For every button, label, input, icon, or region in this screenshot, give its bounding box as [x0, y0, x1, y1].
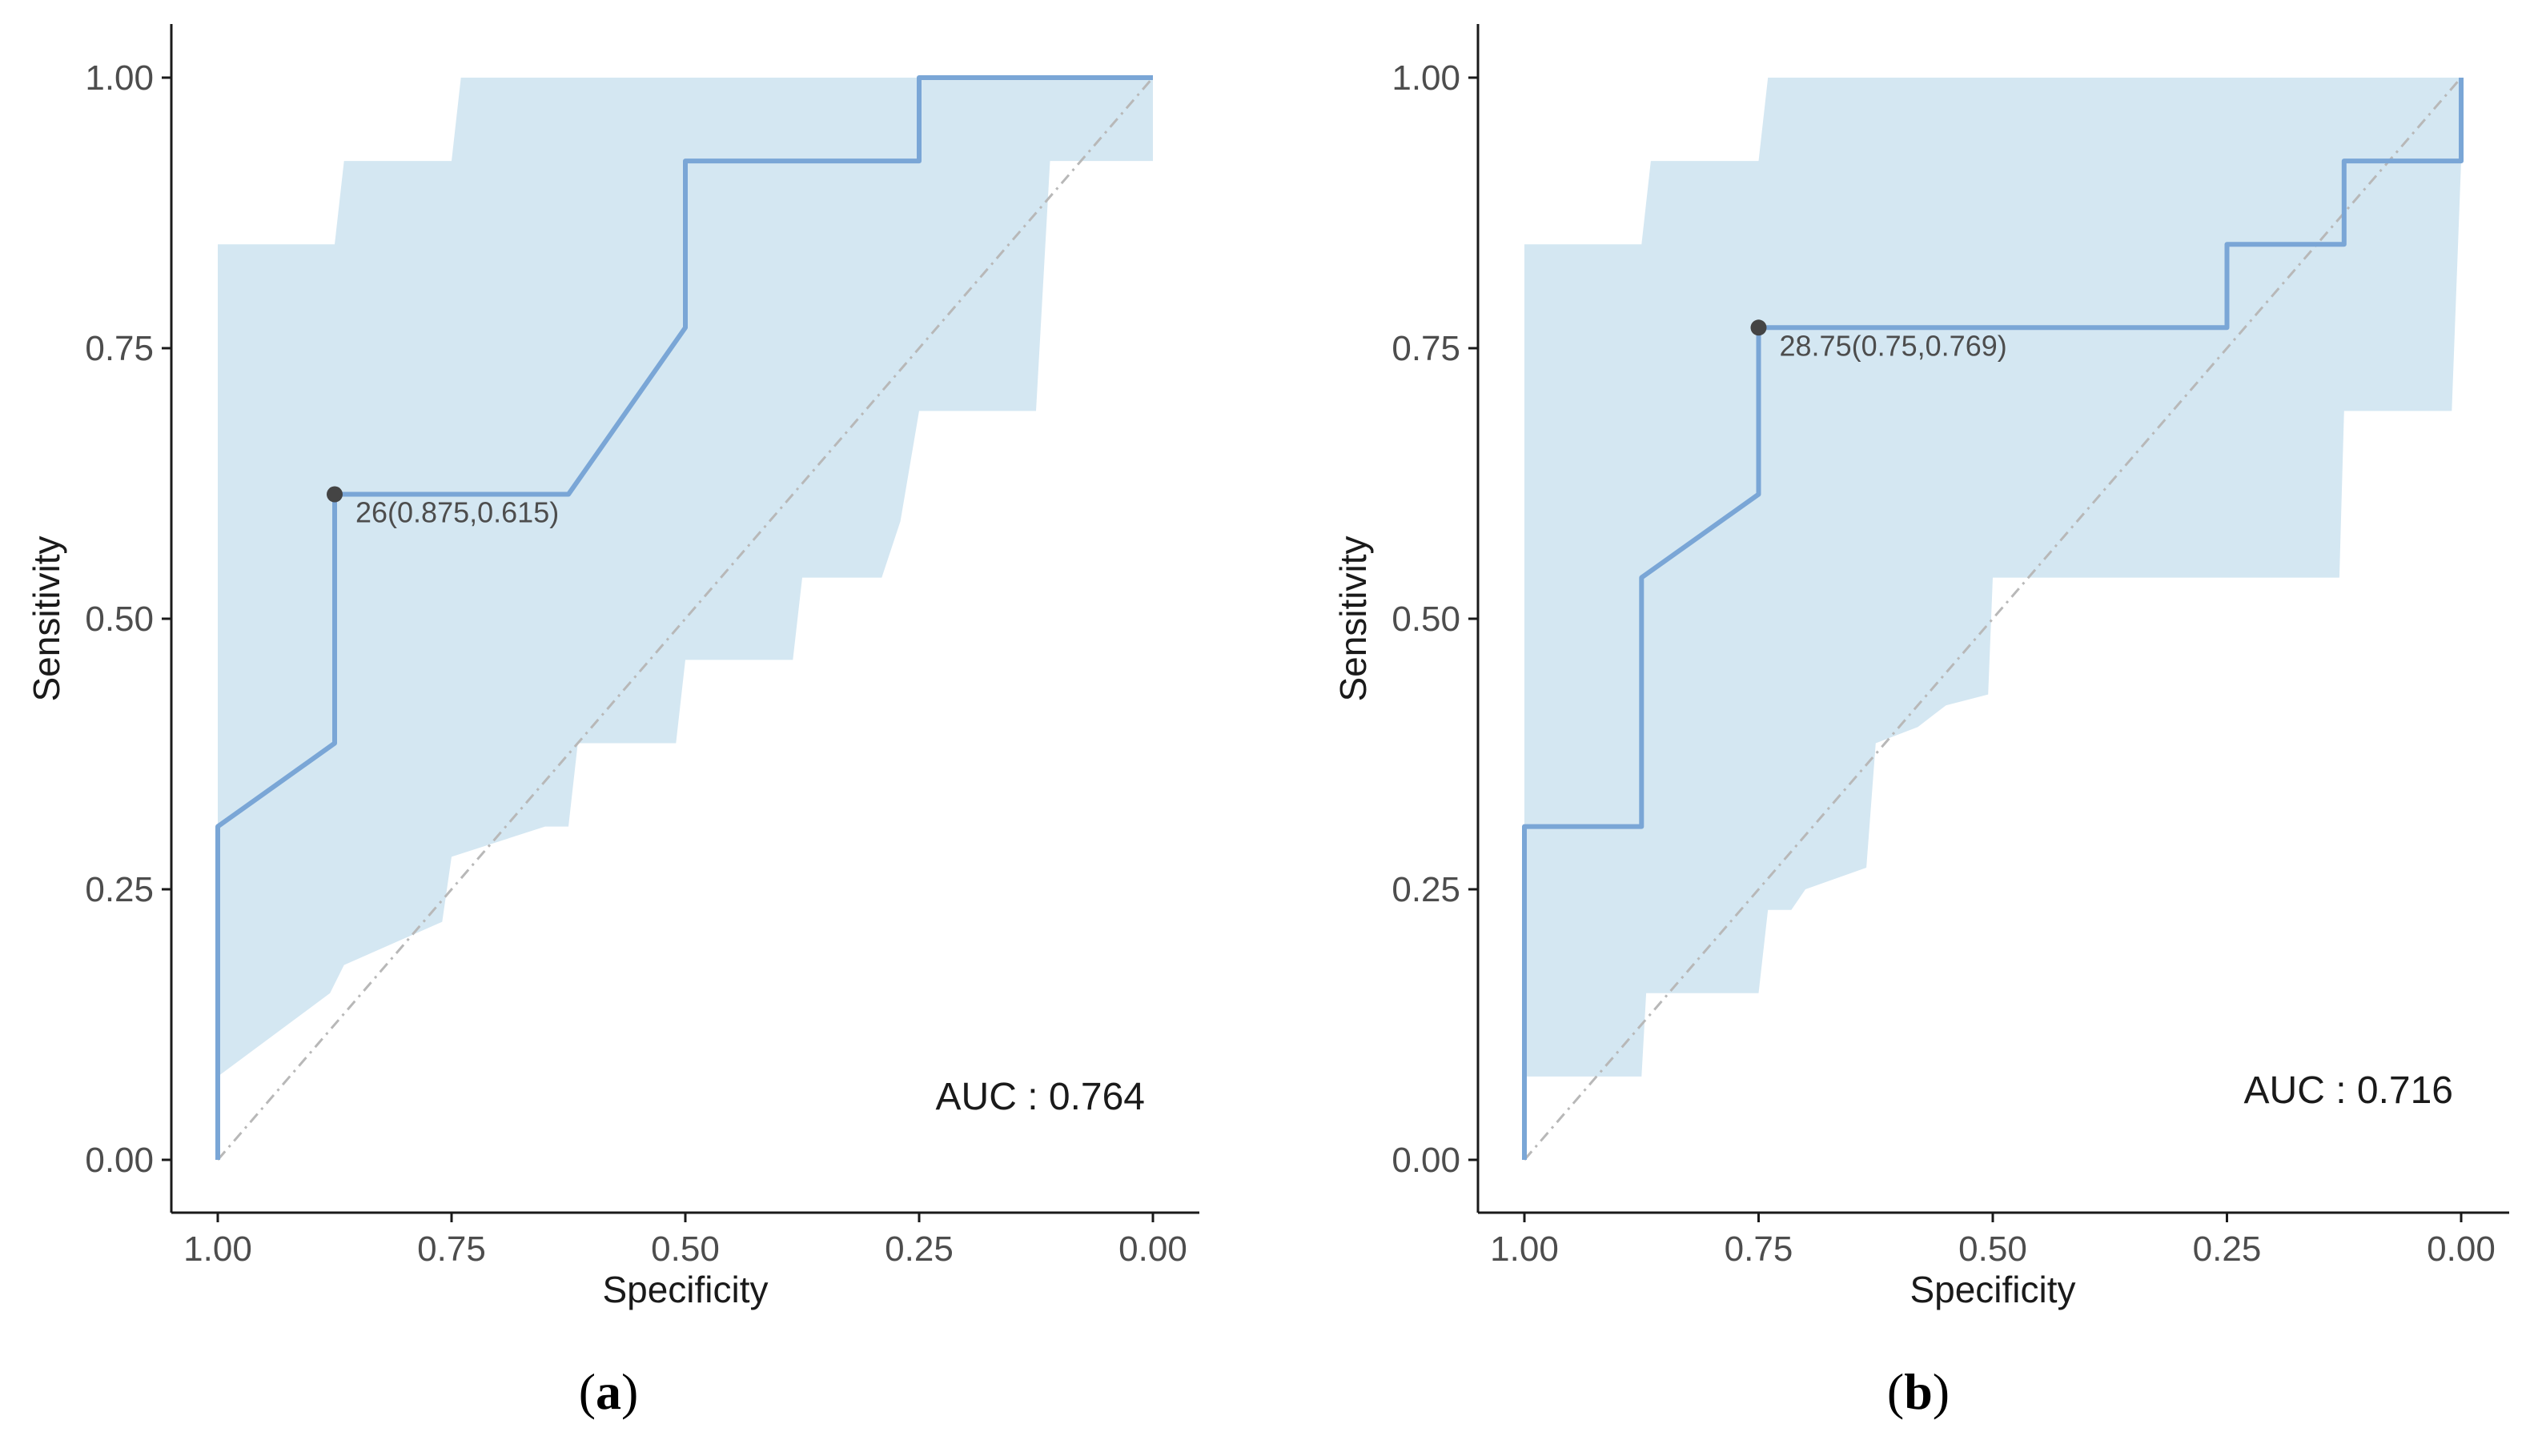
threshold-point [1750, 319, 1767, 336]
x-tick-label: 0.50 [1958, 1229, 2027, 1269]
panel-label: (b) [1887, 1363, 1950, 1420]
auc-label: AUC : 0.764 [936, 1076, 1145, 1118]
y-tick-label: 0.75 [85, 329, 154, 368]
confidence-band [218, 78, 1153, 1077]
x-tick-label: 0.00 [1118, 1229, 1187, 1269]
panel-letter: a [596, 1363, 621, 1420]
x-tick-label: 1.00 [1490, 1229, 1559, 1269]
x-tick-label: 0.50 [651, 1229, 720, 1269]
auc-label: AUC : 0.716 [2244, 1069, 2453, 1112]
x-axis-title: Specificity [602, 1269, 768, 1310]
y-tick-label: 0.75 [1392, 329, 1460, 368]
panel-label: (a) [579, 1363, 639, 1420]
roc-curve [215, 75, 1153, 1160]
x-tick-label: 0.25 [885, 1229, 954, 1269]
x-axis-title: Specificity [1910, 1269, 2075, 1310]
chance-diagonal [216, 77, 1155, 1161]
y-tick-label: 0.00 [85, 1141, 154, 1180]
x-tick-label: 0.75 [417, 1229, 486, 1269]
y-tick-label: 0.25 [85, 870, 154, 909]
y-tick-label: 0.50 [1392, 600, 1460, 639]
y-axis-title: Sensitivity [26, 535, 67, 701]
x-tick-label: 0.75 [1725, 1229, 1793, 1269]
roc-curve [1522, 78, 2464, 1160]
roc-panel-b: 28.75(0.75,0.769) 0.00 0.25 0.50 0.75 1.00 1.0… [1332, 24, 2509, 1420]
x-tick-label: 1.00 [183, 1229, 252, 1269]
y-tick-label: 0.00 [1392, 1141, 1460, 1180]
threshold-label: 26(0.875,0.615) [355, 496, 559, 529]
panel-letter: b [1904, 1363, 1933, 1420]
y-tick-label: 1.00 [1392, 58, 1460, 98]
chance-diagonal [1523, 77, 2463, 1161]
y-tick-label: 0.25 [1392, 870, 1460, 909]
x-tick-label: 0.00 [2427, 1229, 2496, 1269]
y-tick-label: 0.50 [85, 600, 154, 639]
roc-panel-a: 26(0.875,0.615) 0.00 0.25 0.50 0.75 1.00 1.00 0… [26, 24, 1199, 1420]
y-tick-label: 1.00 [85, 58, 154, 98]
threshold-point [327, 486, 343, 503]
y-axis-title: Sensitivity [1332, 535, 1374, 701]
threshold-label: 28.75(0.75,0.769) [1780, 329, 2007, 362]
x-tick-label: 0.25 [2193, 1229, 2262, 1269]
confidence-band [1524, 78, 2461, 1077]
